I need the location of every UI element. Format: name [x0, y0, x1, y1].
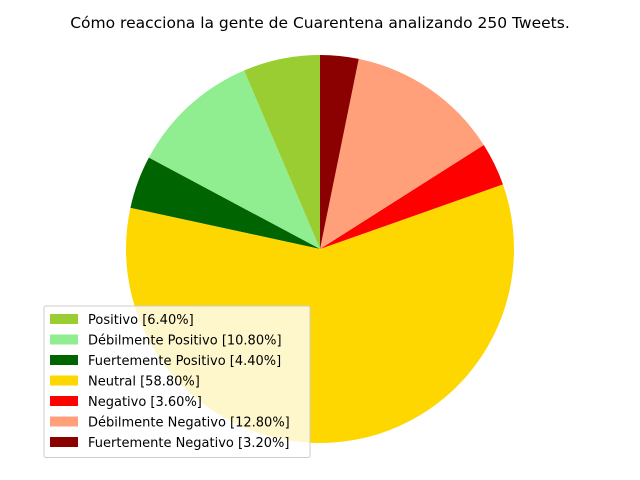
legend-swatch-debilmente-negativo [50, 416, 78, 427]
slice-positivo [244, 55, 320, 249]
slice-debilmente-negativo [320, 58, 484, 250]
legend-swatch-neutral [50, 375, 78, 386]
slice-debilmente-positivo [148, 70, 320, 249]
chart-title: Cómo reacciona la gente de Cuarentena an… [70, 14, 570, 32]
legend-swatch-fuertemente-positivo [50, 355, 78, 365]
legend-label-neutral: Neutral [58.80%] [88, 375, 200, 390]
legend-swatch-fuertemente-negativo [50, 437, 78, 447]
legend-label-negativo: Negativo [3.60%] [88, 395, 202, 410]
slice-negativo [320, 145, 503, 249]
legend-box [43, 305, 311, 458]
legend-swatch-debilmente-positivo [50, 334, 78, 345]
legend-swatch-negativo [50, 396, 78, 406]
legend-label-debilmente-positivo: Débilmente Positivo [10.80%] [88, 334, 282, 349]
legend-label-fuertemente-negativo: Fuertemente Negativo [3.20%] [88, 436, 289, 451]
legend-swatch-positivo [50, 314, 78, 324]
legend-label-debilmente-negativo: Débilmente Negativo [12.80%] [88, 416, 290, 431]
slice-fuertemente-negativo [320, 55, 359, 249]
legend-label-fuertemente-positivo: Fuertemente Positivo [4.40%] [88, 354, 281, 369]
legend: Positivo [6.40%] Débilmente Positivo [10.… [43, 305, 311, 458]
legend-label-positivo: Positivo [6.40%] [88, 313, 194, 328]
slice-fuertemente-positivo [130, 157, 320, 249]
